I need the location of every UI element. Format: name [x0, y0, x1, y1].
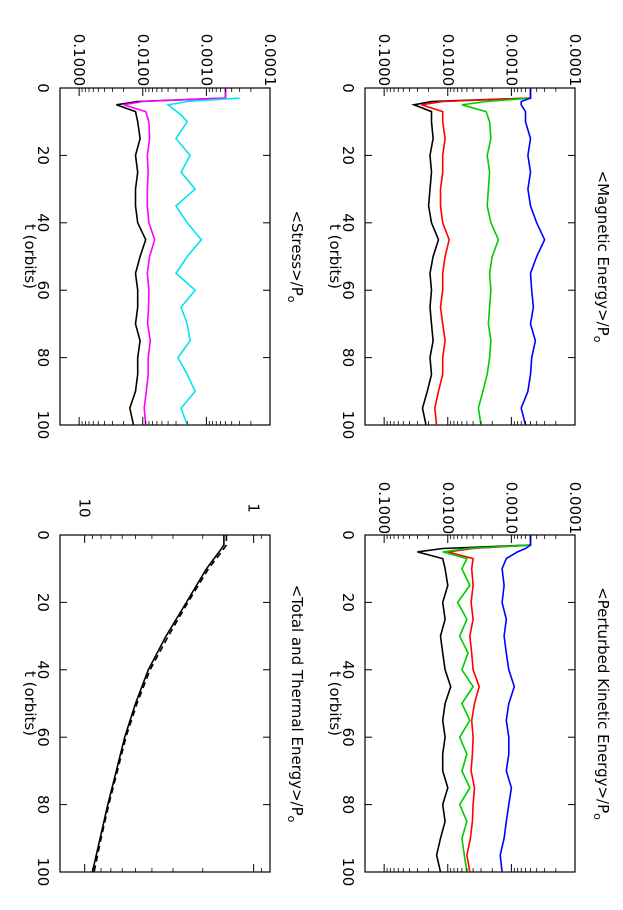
series-line-magnetic-1: [421, 88, 532, 426]
y-tick-label-kinetic-2: 0.0100: [439, 482, 457, 535]
series-line-stress-0: [116, 88, 227, 426]
chart-title-subscript: o: [591, 813, 604, 820]
y-tick-label-stress-2: 0.0100: [134, 34, 152, 87]
plot-frame-stress: [59, 87, 271, 426]
chart-title-text: <Total and Thermal Energy>/P: [288, 585, 306, 816]
x-tick-label-total_thermal-4: 80: [34, 795, 52, 814]
series-line-stress-1: [123, 88, 227, 426]
x-tick-label-magnetic-0: 0: [339, 83, 357, 93]
x-tick-label-magnetic-3: 60: [339, 281, 357, 300]
y-tick-label-magnetic-1: 0.0010: [502, 34, 520, 87]
x-tick-label-stress-2: 40: [34, 213, 52, 232]
chart-title-subscript: o: [591, 336, 604, 343]
series-line-kinetic-1: [447, 535, 532, 873]
y-tick-label-total_thermal-1: 10: [76, 498, 94, 517]
x-tick-label-stress-4: 80: [34, 348, 52, 367]
x-tick-label-stress-0: 0: [34, 83, 52, 93]
chart-title-magnetic: <Magnetic Energy>/Po: [591, 171, 612, 343]
x-tick-label-kinetic-0: 0: [339, 530, 357, 540]
series-line-stress-2: [166, 97, 240, 426]
chart-title-text: <Magnetic Energy>/P: [594, 171, 612, 336]
chart-title-total_thermal: <Total and Thermal Energy>/Po: [285, 585, 306, 823]
y-tick-label-magnetic-0: 0.0001: [566, 34, 584, 87]
series-line-total_thermal-1: [93, 535, 228, 873]
x-tick-label-kinetic-5: 100: [339, 858, 357, 887]
chart-title-kinetic: <Perturbed Kinetic Energy>/Po: [591, 587, 612, 820]
x-tick-label-total_thermal-3: 60: [34, 728, 52, 747]
y-tick-label-kinetic-3: 0.1000: [375, 482, 393, 535]
x-tick-label-total_thermal-5: 100: [34, 858, 52, 887]
y-tick-label-stress-0: 0.0001: [261, 34, 279, 87]
x-tick-label-stress-3: 60: [34, 281, 52, 300]
series-line-total_thermal-0: [91, 535, 225, 873]
x-tick-label-stress-5: 100: [34, 411, 52, 440]
series-line-kinetic-3: [499, 535, 532, 873]
y-tick-label-stress-3: 0.1000: [70, 34, 88, 87]
x-tick-label-total_thermal-2: 40: [34, 660, 52, 679]
series-line-kinetic-2: [442, 535, 532, 873]
x-tick-label-total_thermal-1: 20: [34, 593, 52, 612]
y-tick-label-kinetic-1: 0.0010: [502, 482, 520, 535]
chart-title-text: <Perturbed Kinetic Energy>/P: [594, 587, 612, 813]
y-tick-label-magnetic-2: 0.0100: [439, 34, 457, 87]
plot-frame-magnetic: [364, 87, 576, 426]
series-line-magnetic-3: [520, 88, 546, 426]
x-tick-label-kinetic-4: 80: [339, 795, 357, 814]
x-axis-label-stress: t (orbits): [21, 224, 39, 289]
x-tick-label-magnetic-2: 40: [339, 213, 357, 232]
y-tick-label-total_thermal-0: 1: [245, 503, 263, 513]
y-tick-label-magnetic-3: 0.1000: [375, 34, 393, 87]
x-axis-label-magnetic: t (orbits): [326, 224, 344, 289]
series-line-kinetic-0: [417, 535, 532, 873]
plot-frame-kinetic: [364, 534, 576, 873]
chart-title-stress: <Stress>/Po: [285, 210, 306, 302]
chart-title-subscript: o: [285, 296, 298, 303]
x-tick-label-magnetic-4: 80: [339, 348, 357, 367]
x-tick-label-stress-1: 20: [34, 146, 52, 165]
series-line-magnetic-2: [461, 88, 532, 426]
x-tick-label-magnetic-5: 100: [339, 411, 357, 440]
y-tick-label-kinetic-0: 0.0001: [566, 482, 584, 535]
x-tick-label-total_thermal-0: 0: [34, 530, 52, 540]
plot-frame-total_thermal: [59, 534, 271, 873]
x-axis-label-total_thermal: t (orbits): [21, 671, 39, 736]
x-tick-label-magnetic-1: 20: [339, 146, 357, 165]
series-line-magnetic-0: [411, 88, 532, 426]
x-tick-label-kinetic-2: 40: [339, 660, 357, 679]
x-tick-label-kinetic-3: 60: [339, 728, 357, 747]
y-tick-label-stress-1: 0.0010: [197, 34, 215, 87]
chart-title-text: <Stress>/P: [288, 210, 306, 295]
chart-title-subscript: o: [285, 816, 298, 823]
x-tick-label-kinetic-1: 20: [339, 593, 357, 612]
x-axis-label-kinetic: t (orbits): [326, 671, 344, 736]
